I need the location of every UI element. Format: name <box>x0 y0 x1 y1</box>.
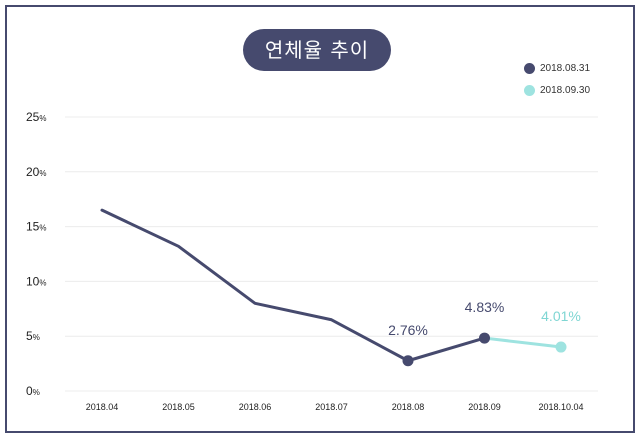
x-tick-label-2018.04: 2018.04 <box>86 402 119 412</box>
legend-item-series-2: 2018.09.30 <box>524 82 590 98</box>
chart-title: 연체율 추이 <box>243 29 391 71</box>
x-tick-label-2018.10.04: 2018.10.04 <box>538 402 583 412</box>
y-tick-label-5: 5% <box>26 329 40 343</box>
legend: 2018.08.31 2018.09.30 <box>524 60 590 104</box>
series-line-1 <box>100 208 486 363</box>
x-tick-label-2018.08: 2018.08 <box>392 402 425 412</box>
y-tick-label-25: 25% <box>26 110 46 124</box>
data-point-2018.10.04 <box>555 341 567 353</box>
legend-label-series-1: 2018.08.31 <box>540 62 591 74</box>
x-tick-label-2018.07: 2018.07 <box>315 402 348 412</box>
data-label-2018.08: 2.76% <box>388 322 428 338</box>
x-tick-label-2018.09: 2018.09 <box>468 402 501 412</box>
data-label-2018.10.04: 4.01% <box>541 308 581 324</box>
legend-label-series-2: 2018.09.30 <box>540 84 591 96</box>
x-tick-label-2018.05: 2018.05 <box>162 402 195 412</box>
y-tick-label-15: 15% <box>26 220 46 234</box>
y-tick-label-20: 20% <box>26 165 46 179</box>
legend-marker-series-1 <box>524 62 535 74</box>
legend-marker-series-2 <box>524 84 535 96</box>
y-tick-label-10: 10% <box>26 274 46 288</box>
data-point-2018.09 <box>479 332 490 344</box>
chart-frame <box>5 5 635 433</box>
y-tick-label-0: 0% <box>26 384 40 398</box>
legend-item-series-1: 2018.08.31 <box>524 60 590 76</box>
data-label-2018.09: 4.83% <box>465 299 505 315</box>
data-point-2018.08 <box>402 355 414 367</box>
series-line-2 <box>483 336 563 349</box>
x-tick-label-2018.06: 2018.06 <box>239 402 272 412</box>
